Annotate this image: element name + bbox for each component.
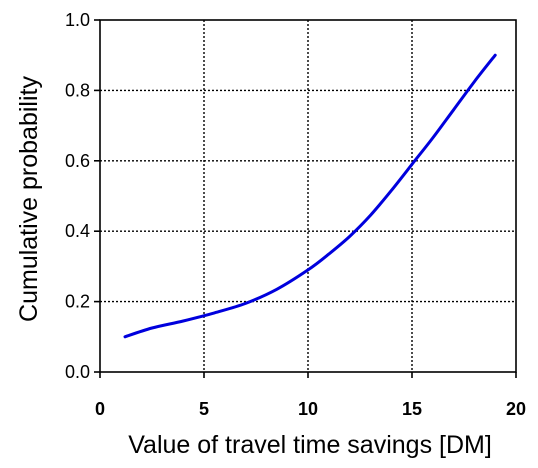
y-tick-label: 0.6 <box>65 151 90 171</box>
x-tick-label: 10 <box>298 399 318 419</box>
x-tick-label: 15 <box>402 399 422 419</box>
y-tick-label: 0.0 <box>65 362 90 382</box>
x-tick-label: 0 <box>95 399 105 419</box>
x-axis-ticks: 0 5 10 15 20 <box>95 372 526 419</box>
y-tick-label: 0.4 <box>65 221 90 241</box>
x-tick-label: 5 <box>199 399 209 419</box>
series-layer <box>123 53 497 339</box>
x-tick-label: 20 <box>506 399 526 419</box>
y-tick-label: 0.2 <box>65 292 90 312</box>
y-tick-label: 0.8 <box>65 80 90 100</box>
y-axis-ticks: 0.0 0.2 0.4 0.6 0.8 1.0 <box>65 10 100 382</box>
grid-layer <box>100 20 516 372</box>
y-tick-label: 1.0 <box>65 10 90 30</box>
y-axis-title: Cumulative probability <box>15 76 43 322</box>
series-line-0 <box>123 53 497 339</box>
x-axis-title: Value of travel time savings [DM] <box>128 431 492 459</box>
